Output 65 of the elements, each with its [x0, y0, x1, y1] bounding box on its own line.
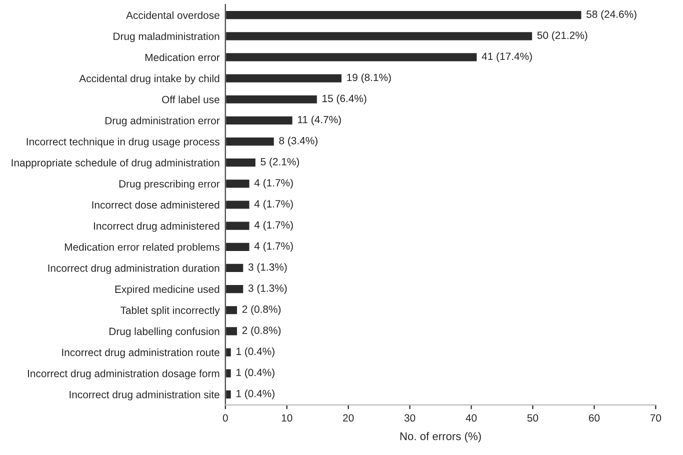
x-tick-label: 60 — [588, 414, 600, 422]
data-label: 1 (0.4%) — [236, 368, 274, 378]
bar — [225, 388, 232, 400]
y-tick-label: Accidental overdose — [126, 11, 220, 19]
y-tick-label: Incorrect drug administration duration — [48, 264, 220, 274]
bar — [225, 326, 238, 337]
y-tick-label: Expired medicine used — [115, 285, 220, 295]
bar — [225, 72, 343, 84]
y-tick-label: Accidental drug intake by child — [79, 74, 220, 84]
x-tick-label: 30 — [404, 414, 416, 422]
data-label: 2 (0.8%) — [242, 326, 281, 336]
y-tick-label: Medication error — [145, 53, 220, 62]
data-label: 1 (0.4%) — [236, 347, 274, 358]
data-label: 4 (1.7%) — [254, 242, 293, 252]
bar — [225, 368, 232, 379]
x-tick-label: 0 — [222, 414, 228, 422]
bar — [225, 10, 583, 21]
y-tick-label: Inappropriate schedule of drug administration — [12, 158, 220, 169]
y-tick-label: Medication error related problems — [64, 243, 220, 253]
bar — [225, 157, 257, 168]
bar — [225, 284, 245, 294]
data-label: 3 (1.3%) — [248, 284, 287, 294]
bar — [225, 30, 534, 42]
data-label: 41 (17.4%) — [482, 52, 532, 62]
y-tick-label: Drug labelling confusion — [110, 327, 220, 338]
bar — [225, 94, 318, 105]
data-label: 15 (6.4%) — [322, 94, 366, 104]
bar — [225, 262, 245, 274]
bar — [225, 199, 251, 210]
bar — [225, 115, 294, 126]
data-label: 8 (3.4%) — [279, 136, 318, 146]
x-tick-label: 10 — [282, 414, 292, 422]
y-tick-label: Tablet split incorrectly — [120, 306, 220, 316]
y-tick-label: Off label use — [162, 96, 220, 104]
y-tick-label: Incorrect dose administered — [92, 200, 220, 209]
data-label: 2 (0.8%) — [242, 305, 281, 315]
data-label: 4 (1.7%) — [254, 178, 293, 189]
y-tick-label: Drug prescribing error — [119, 180, 220, 190]
data-label: 4 (1.7%) — [254, 220, 293, 231]
bar — [225, 220, 251, 232]
data-label: 19 (8.1%) — [347, 73, 391, 84]
y-tick-label: Incorrect drug administration site — [70, 390, 220, 400]
data-label: 5 (2.1%) — [260, 158, 300, 168]
data-label: 4 (1.7%) — [254, 200, 293, 210]
y-tick-label: Incorrect drug administration dosage form — [28, 370, 220, 380]
bar — [225, 136, 276, 147]
bar — [225, 52, 478, 63]
bar — [225, 241, 251, 252]
y-tick-label: Incorrect drug administered — [94, 222, 220, 232]
x-axis-title: No. of errors (%) — [400, 432, 481, 442]
x-tick-label: 40 — [466, 414, 477, 422]
data-label: 50 (21.2%) — [537, 31, 588, 42]
x-tick-label: 50 — [527, 414, 538, 422]
data-label: 1 (0.4%) — [236, 390, 274, 400]
y-tick-label: Incorrect drug administration route — [62, 348, 220, 358]
data-label: 11 (4.7%) — [298, 116, 341, 126]
data-label: 58 (24.6%) — [586, 10, 636, 20]
bar — [225, 304, 238, 316]
y-tick-label: Drug administration error — [105, 116, 220, 126]
bar — [225, 178, 251, 190]
y-tick-label: Incorrect technique in drug usage process — [26, 138, 220, 148]
y-tick-label: Drug maladministration — [114, 32, 220, 42]
x-tick-label: 70 — [650, 414, 662, 422]
data-label: 3 (1.3%) — [248, 263, 287, 273]
x-tick-label: 20 — [343, 414, 354, 422]
